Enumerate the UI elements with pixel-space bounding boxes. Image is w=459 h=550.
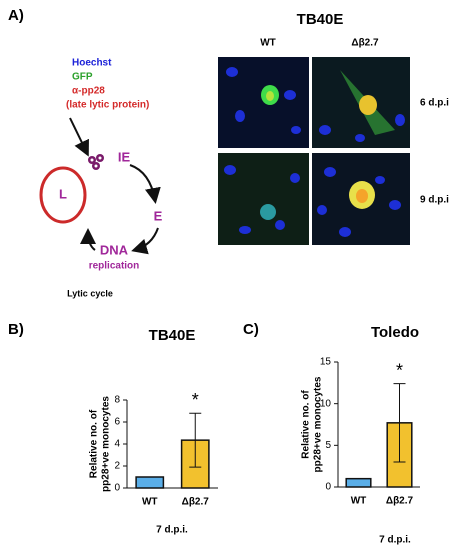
cycle-node: IE (118, 149, 131, 164)
error-bar (189, 412, 202, 468)
y-tick-label: 2 (114, 461, 120, 472)
y-axis-label: Relative no. of (89, 409, 100, 478)
y-tick-label: 15 (320, 357, 332, 368)
y-tick-label: 10 (320, 398, 332, 409)
cycle-caption: Lytic cycle (67, 288, 113, 298)
arrow (131, 227, 159, 255)
x-tick-label: Δβ2.7 (182, 497, 210, 508)
significance: * (192, 390, 199, 410)
y-axis-label: Relative no. of (301, 390, 312, 459)
panel-label: B) (8, 321, 24, 338)
panel-label: A) (8, 7, 24, 24)
x-tick-label: WT (351, 496, 367, 507)
column-label: WT (260, 38, 276, 49)
chart-title: Toledo (371, 324, 419, 341)
bar (135, 476, 165, 489)
y-tick-label: 6 (114, 417, 120, 428)
arrow (69, 117, 89, 157)
cycle-node: L (59, 186, 67, 201)
cycle-node: E (154, 208, 163, 223)
panel-label: C) (243, 321, 259, 338)
x-axis-label: 7 d.p.i. (156, 525, 188, 536)
panel-title: TB40E (297, 11, 344, 28)
nucleus (39, 166, 87, 224)
y-tick-label: 5 (325, 440, 331, 451)
cycle-node: DNA (100, 242, 129, 257)
y-tick-label: 0 (114, 483, 120, 494)
cycle-node: replication (89, 261, 140, 272)
y-axis-label: pp28+ve monocytes (101, 396, 112, 492)
significance: * (396, 360, 403, 380)
error-bar (393, 383, 406, 463)
y-axis-label: pp28+ve monocytes (313, 376, 324, 472)
legend-text: α-pp28 (72, 86, 105, 97)
row-label: 9 d.p.i (420, 195, 449, 206)
column-label: Δβ2.7 (351, 38, 379, 49)
y-tick-label: 4 (114, 439, 120, 450)
row-label: 6 d.p.i (420, 98, 449, 109)
arrow (129, 164, 161, 204)
y-tick-label: 8 (114, 395, 120, 406)
x-tick-label: WT (142, 497, 158, 508)
micrographs (218, 57, 410, 245)
legend-text: GFP (72, 72, 93, 83)
legend-text: Hoechst (72, 58, 112, 69)
bar (345, 477, 372, 488)
x-axis-label: 7 d.p.i. (379, 535, 411, 546)
chart-title: TB40E (149, 327, 196, 344)
x-tick-label: Δβ2.7 (386, 496, 414, 507)
legend-text: (late lytic protein) (66, 100, 149, 111)
arrow (80, 228, 97, 251)
particles (88, 154, 104, 170)
y-tick-label: 0 (325, 482, 331, 493)
